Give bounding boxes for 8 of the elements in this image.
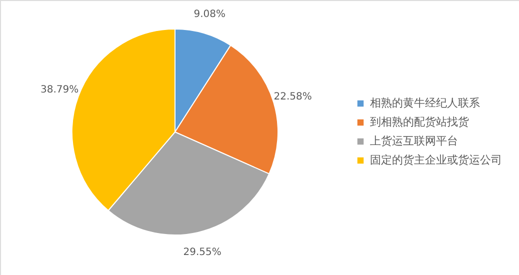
legend-label: 相熟的黄牛经纪人联系 <box>370 96 480 110</box>
legend-label: 到相熟的配货站找货 <box>370 116 469 128</box>
legend-label: 固定的货主企业或货运公司 <box>370 154 502 166</box>
data-label: 38.79% <box>40 84 79 96</box>
data-label: 9.08% <box>194 8 226 20</box>
legend-label: 上货运互联网平台 <box>370 134 458 148</box>
data-label: 22.58% <box>274 92 312 103</box>
data-label: 29.55% <box>183 246 222 258</box>
